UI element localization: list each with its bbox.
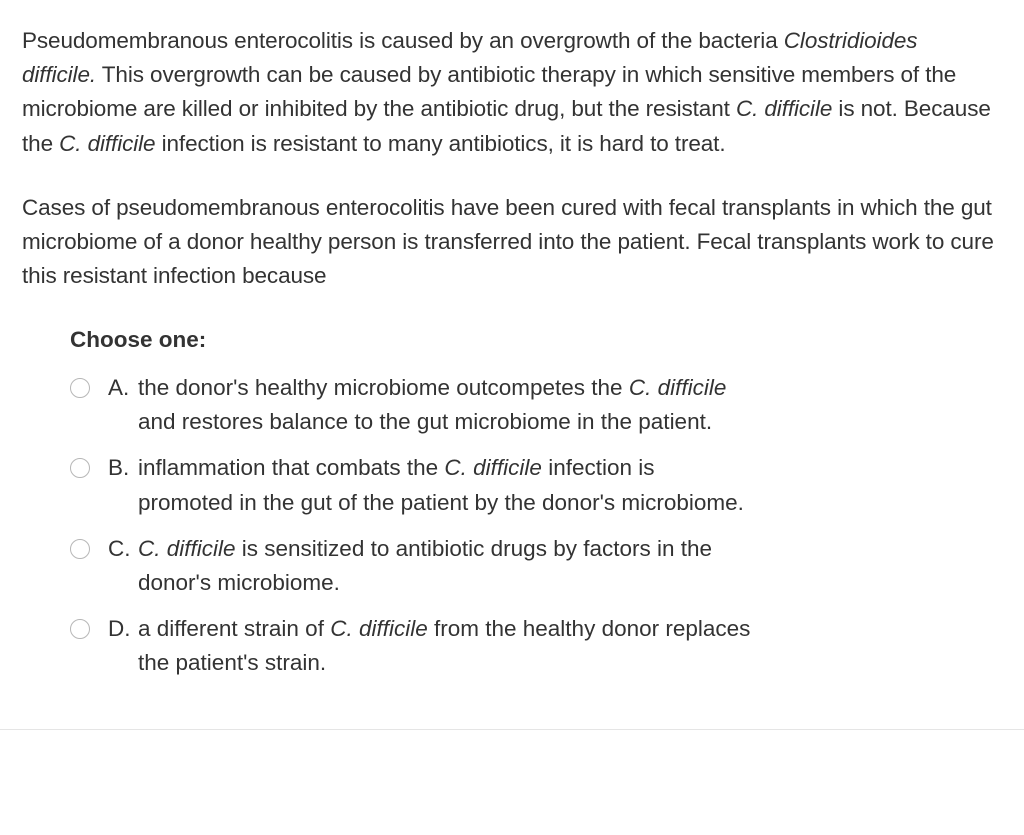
passage-paragraph: Pseudomembranous enterocolitis is caused… bbox=[22, 24, 996, 161]
choose-one-prompt: Choose one: bbox=[70, 323, 996, 357]
choice-body: A.the donor's healthy microbiome outcomp… bbox=[108, 371, 726, 439]
question-passage: Pseudomembranous enterocolitis is caused… bbox=[22, 24, 996, 293]
choice-letter: D. bbox=[108, 612, 138, 646]
choice-text: inflammation that combats the C. diffici… bbox=[138, 451, 744, 519]
answer-option-a[interactable]: A.the donor's healthy microbiome outcomp… bbox=[70, 371, 996, 439]
choice-text: the donor's healthy microbiome outcompet… bbox=[138, 371, 726, 439]
choice-text: C. difficile is sensitized to antibiotic… bbox=[138, 532, 712, 600]
choice-text: a different strain of C. difficile from … bbox=[138, 612, 750, 680]
radio-button[interactable] bbox=[70, 458, 90, 478]
answer-option-c[interactable]: C.C. difficile is sensitized to antibiot… bbox=[70, 532, 996, 600]
choice-letter: A. bbox=[108, 371, 138, 405]
answer-choices: A.the donor's healthy microbiome outcomp… bbox=[70, 371, 996, 681]
answer-option-d[interactable]: D.a different strain of C. difficile fro… bbox=[70, 612, 996, 680]
radio-button[interactable] bbox=[70, 378, 90, 398]
radio-button[interactable] bbox=[70, 619, 90, 639]
question-page: Pseudomembranous enterocolitis is caused… bbox=[0, 0, 1024, 730]
choice-body: B.inflammation that combats the C. diffi… bbox=[108, 451, 744, 519]
passage-paragraph: Cases of pseudomembranous enterocolitis … bbox=[22, 191, 996, 294]
choice-letter: C. bbox=[108, 532, 138, 566]
answer-option-b[interactable]: B.inflammation that combats the C. diffi… bbox=[70, 451, 996, 519]
choice-letter: B. bbox=[108, 451, 138, 485]
choice-body: C.C. difficile is sensitized to antibiot… bbox=[108, 532, 712, 600]
choice-body: D.a different strain of C. difficile fro… bbox=[108, 612, 750, 680]
radio-button[interactable] bbox=[70, 539, 90, 559]
